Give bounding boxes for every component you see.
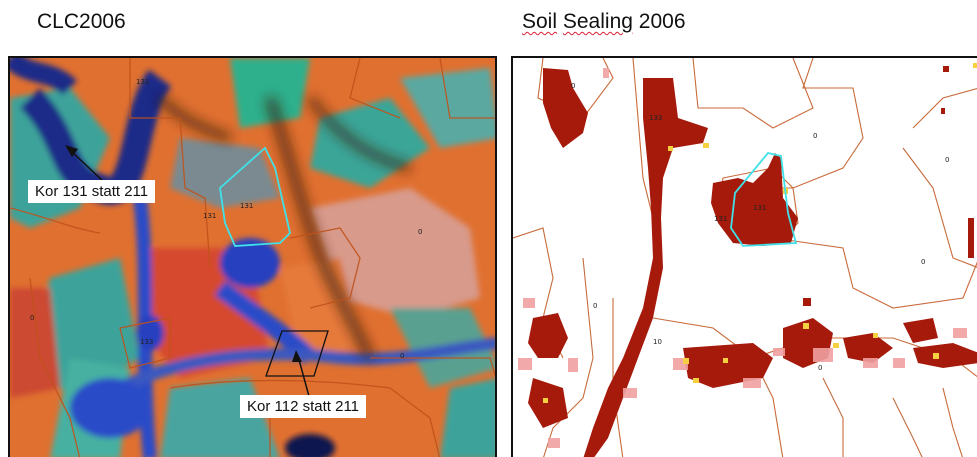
zone-label: 131	[203, 212, 216, 220]
zone-label: 133	[140, 338, 153, 346]
zone-label: 0	[921, 258, 925, 266]
highlight-zone-112	[265, 330, 329, 377]
zone-label: 131	[714, 215, 727, 223]
arrow-131	[69, 149, 106, 184]
zone-label: 0	[30, 314, 34, 322]
zone-label: 133	[649, 114, 662, 122]
highlight-zone-131	[219, 146, 291, 247]
left-map-title: CLC2006	[37, 10, 126, 33]
zone-label: 0	[945, 156, 949, 164]
zone-label: 0	[813, 132, 817, 140]
title-word-soil: Soil	[522, 10, 558, 33]
zone-label: 0	[400, 352, 404, 360]
satellite-image: 131 131 131 0 0 133 0	[10, 58, 495, 457]
zone-label: 0	[571, 82, 575, 90]
arrowhead-112	[292, 350, 302, 362]
zone-label: 131	[753, 204, 766, 212]
soil-sealing-map-panel: 0 133 131 131 0 0 0 0 0 10	[511, 56, 977, 457]
highlight-zone-131	[730, 151, 798, 247]
zone-label: 0	[418, 228, 422, 236]
arrowhead-131	[65, 145, 78, 157]
zone-label: 10	[653, 338, 662, 346]
callout-kor-131: Kor 131 statt 211	[28, 180, 156, 203]
zone-label: 131	[136, 78, 149, 86]
soil-sealing-map: 0 133 131 131 0 0 0 0 0 10	[513, 58, 977, 457]
zone-label: 0	[818, 364, 822, 372]
title-word-year: 2006	[638, 10, 686, 33]
zone-label: 0	[593, 302, 597, 310]
arrow-112	[297, 355, 311, 401]
clc2006-map-panel: 131 131 131 0 0 133 0	[8, 56, 497, 457]
title-word-sealing: Sealing	[562, 10, 633, 33]
right-map-title: Soil Sealing 2006	[522, 10, 686, 34]
callout-kor-112: Kor 112 statt 211	[240, 395, 367, 418]
zone-label: 131	[240, 202, 253, 210]
